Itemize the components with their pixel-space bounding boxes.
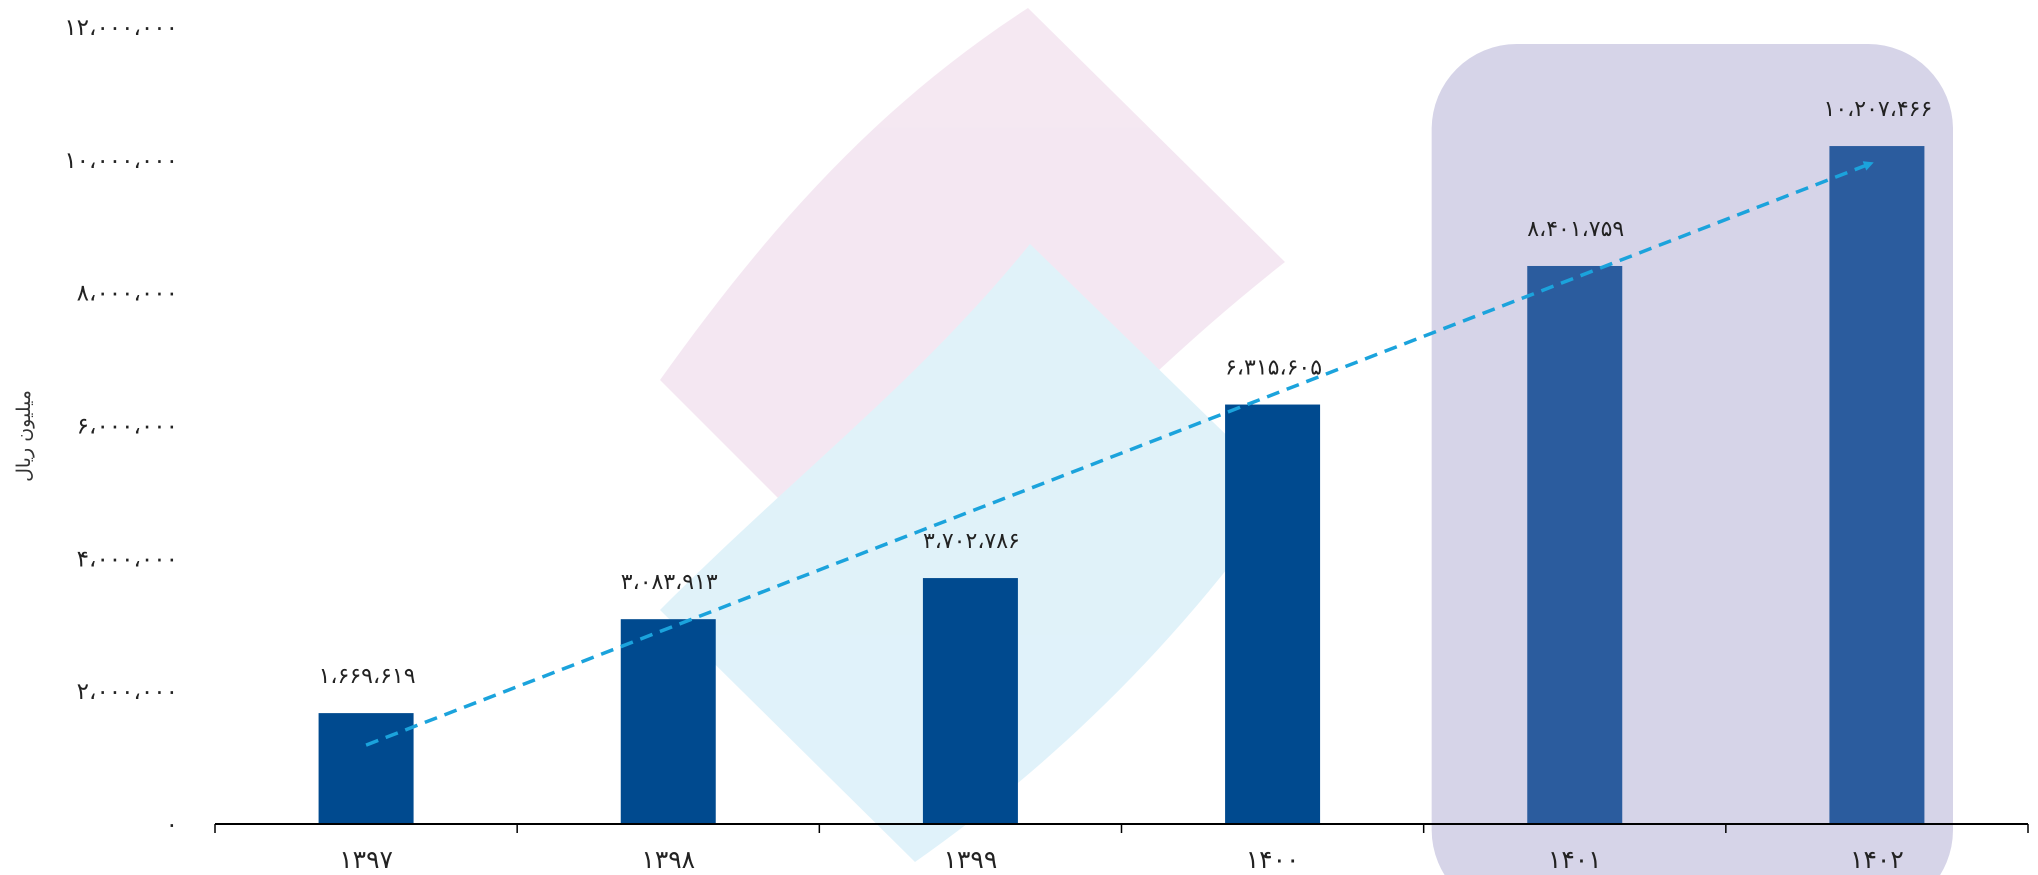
data-label: ۱،۶۶۹،۶۱۹	[319, 664, 416, 689]
watermark-logo	[660, 8, 1285, 862]
y-tick-label: ۱۲،۰۰۰،۰۰۰	[64, 15, 178, 41]
bar-3	[1225, 404, 1321, 824]
data-label: ۳،۷۰۲،۷۸۶	[923, 529, 1020, 554]
y-tick-label: ۱۰،۰۰۰،۰۰۰	[64, 148, 178, 174]
trend-arrow	[365, 161, 1874, 747]
bar-2	[922, 578, 1018, 824]
x-tick-label: ۱۳۹۷	[339, 845, 393, 874]
x-tick-label: ۱۴۰۲	[1850, 845, 1904, 874]
data-label: ۱۰،۲۰۷،۴۶۶	[1824, 97, 1933, 122]
x-tick-label: ۱۳۹۸	[641, 845, 695, 874]
y-tick-label: ۴،۰۰۰،۰۰۰	[77, 546, 178, 572]
bar-0	[318, 713, 414, 824]
y-tick-label: ۶،۰۰۰،۰۰۰	[77, 414, 178, 440]
data-label: ۶،۳۱۵،۶۰۵	[1225, 356, 1322, 381]
y-tick-label: ۲،۰۰۰،۰۰۰	[77, 679, 178, 705]
x-tick-label: ۱۴۰۱	[1548, 845, 1602, 874]
x-tick-label: ۱۴۰۰	[1246, 845, 1300, 874]
y-tick-label: ۸،۰۰۰،۰۰۰	[77, 281, 178, 307]
bar-5	[1829, 146, 1925, 824]
bar-1	[620, 619, 716, 824]
data-label: ۸،۴۰۱،۷۵۹	[1527, 217, 1624, 242]
bar-4	[1527, 265, 1623, 825]
x-tick-label: ۱۳۹۹	[944, 845, 998, 874]
y-tick-label: ۰	[166, 812, 178, 838]
data-label: ۳،۰۸۳،۹۱۳	[621, 570, 718, 595]
